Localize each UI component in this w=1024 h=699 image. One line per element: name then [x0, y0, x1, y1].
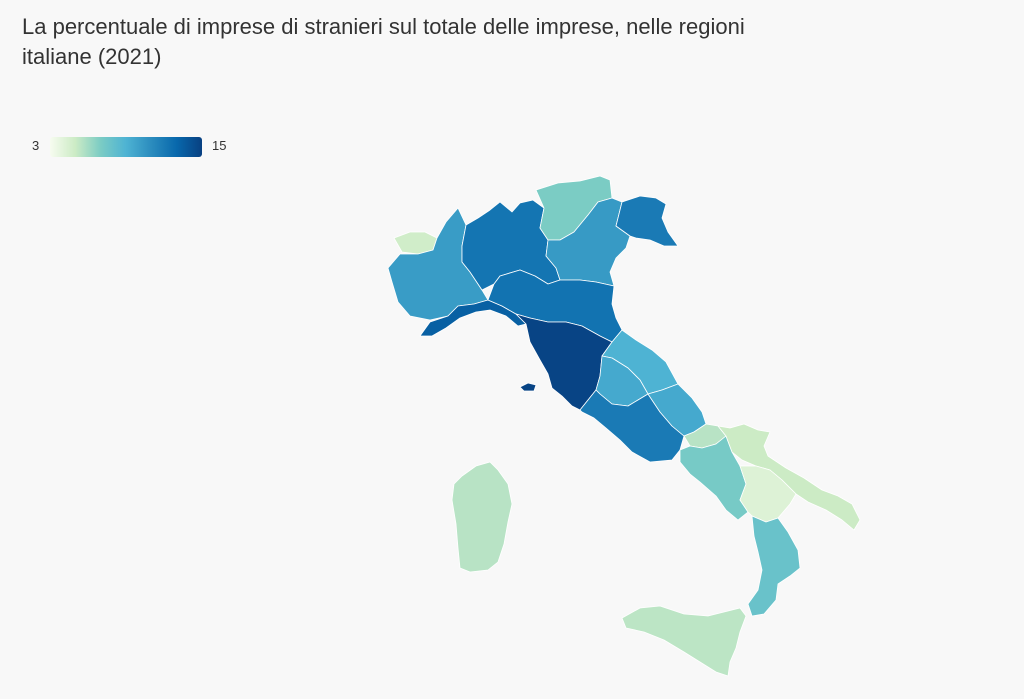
- map-title: La percentuale di imprese di stranieri s…: [22, 14, 745, 69]
- legend-max-label: 15: [212, 138, 227, 153]
- legend-gradient-bar: [50, 137, 202, 157]
- region-lazio[interactable]: [579, 389, 685, 463]
- region-sardegna[interactable]: [451, 461, 513, 573]
- region-friuli-venezia-giulia[interactable]: [615, 195, 679, 247]
- region-toscana-elba[interactable]: [519, 382, 537, 392]
- region-sicilia[interactable]: [621, 605, 747, 677]
- region-calabria[interactable]: [747, 515, 801, 617]
- legend-min-label: 3: [32, 138, 40, 153]
